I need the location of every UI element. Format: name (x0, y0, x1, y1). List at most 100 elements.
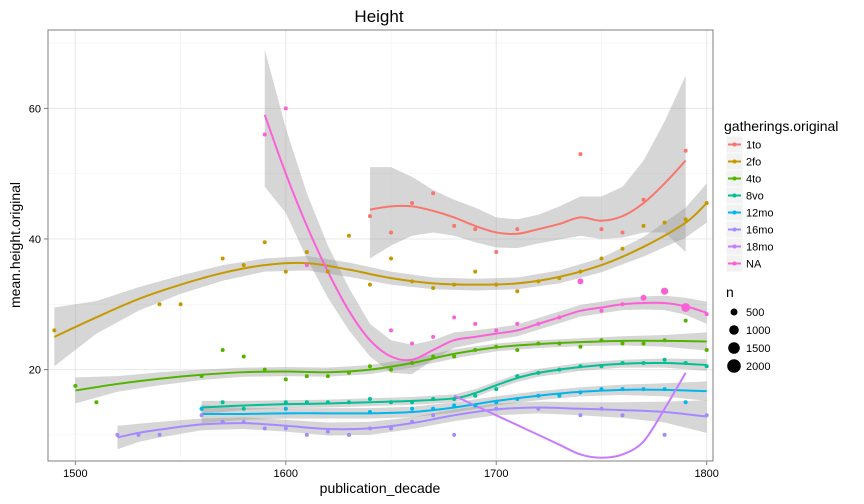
point-2fo (157, 302, 162, 307)
point-16mo (241, 419, 246, 424)
y-tick-label: 60 (29, 103, 41, 115)
point-1to (410, 201, 415, 206)
point-NA (473, 321, 478, 326)
point-2fo (325, 269, 330, 274)
point-2fo (536, 279, 541, 284)
point-16mo (346, 432, 351, 437)
point-1to (367, 214, 372, 219)
point-2fo (367, 282, 372, 287)
point-2fo (220, 256, 225, 261)
point-8vo (536, 370, 541, 375)
point-2fo (515, 289, 520, 294)
point-NA (431, 334, 436, 339)
point-16mo (283, 426, 288, 431)
point-12mo (536, 393, 541, 398)
point-12mo (367, 410, 372, 415)
point-12mo (494, 400, 499, 405)
point-NA (681, 303, 691, 312)
point-2fo (410, 279, 415, 284)
point-4to (94, 400, 99, 405)
point-8vo (283, 400, 288, 405)
point-2fo (662, 220, 667, 225)
point-NA (536, 321, 541, 326)
point-NA (283, 106, 288, 111)
plot-border (47, 29, 714, 462)
point-2fo (494, 282, 499, 287)
point-8vo (599, 364, 604, 369)
point-NA (410, 341, 415, 346)
point-4to (557, 341, 562, 346)
point-NA (620, 302, 625, 307)
legend-dot-18mo (732, 244, 737, 249)
point-2fo (683, 217, 688, 222)
point-1to (515, 227, 520, 232)
point-1to (494, 250, 499, 255)
legend-label-8vo: 8vo (746, 191, 764, 203)
point-12mo (620, 387, 625, 392)
size-legend-label: 1000 (746, 325, 770, 337)
size-legend-label: 2000 (746, 361, 770, 373)
point-2fo (578, 269, 583, 274)
point-NA (262, 132, 267, 137)
legend-label-4to: 4to (746, 174, 761, 186)
point-4to (515, 347, 520, 352)
smooth-line-8vo (201, 361, 707, 409)
legend-dot-12mo (732, 210, 737, 215)
point-NA (557, 315, 562, 320)
point-16mo (431, 413, 436, 418)
point-2fo (241, 263, 246, 268)
y-tick-label: 20 (29, 365, 41, 377)
smooth-line-NA (263, 114, 707, 362)
legend-label-18mo: 18mo (746, 242, 774, 254)
point-12mo (199, 406, 204, 411)
x-tick-label: 1700 (484, 468, 508, 480)
point-8vo (473, 393, 478, 398)
point-2fo (389, 256, 394, 261)
point-1to (620, 230, 625, 235)
band-8vo (201, 358, 707, 414)
point-8vo (367, 396, 372, 401)
x-tick-label: 1500 (63, 468, 87, 480)
legend-label-2fo: 2fo (746, 157, 761, 169)
point-12mo (641, 387, 646, 392)
smooth-line-2fo (53, 202, 708, 338)
y-axis-label: mean.height.original (7, 182, 23, 308)
chart-title: Height (354, 7, 403, 26)
point-8vo (325, 400, 330, 405)
size-legend-dot (729, 325, 739, 335)
point-16mo (620, 413, 625, 418)
point-12mo (452, 403, 457, 408)
legend-size-title: n (726, 284, 734, 300)
point-4to (683, 318, 688, 323)
point-4to (431, 354, 436, 359)
point-NA (599, 308, 604, 313)
point-16mo (367, 426, 372, 431)
point-8vo (578, 364, 583, 369)
point-2fo (431, 285, 436, 290)
point-16mo (304, 432, 309, 437)
point-16mo (578, 413, 583, 418)
point-2fo (599, 256, 604, 261)
point-1to (452, 223, 457, 228)
point-12mo (578, 390, 583, 395)
point-8vo (241, 406, 246, 411)
point-8vo (620, 361, 625, 366)
point-16mo (199, 413, 204, 418)
size-legend-dot (730, 308, 738, 316)
point-16mo (325, 429, 330, 434)
point-4to (389, 367, 394, 372)
point-12mo (410, 406, 415, 411)
point-16mo (704, 413, 709, 418)
point-4to (578, 344, 583, 349)
point-12mo (473, 403, 478, 408)
point-4to (73, 383, 78, 388)
point-1to (683, 148, 688, 153)
point-4to (199, 374, 204, 379)
point-NA (660, 287, 669, 295)
legend-dot-16mo (732, 227, 737, 232)
point-2fo (452, 282, 457, 287)
point-NA (494, 328, 499, 333)
point-12mo (515, 396, 520, 401)
point-16mo (136, 432, 141, 437)
point-4to (262, 367, 267, 372)
